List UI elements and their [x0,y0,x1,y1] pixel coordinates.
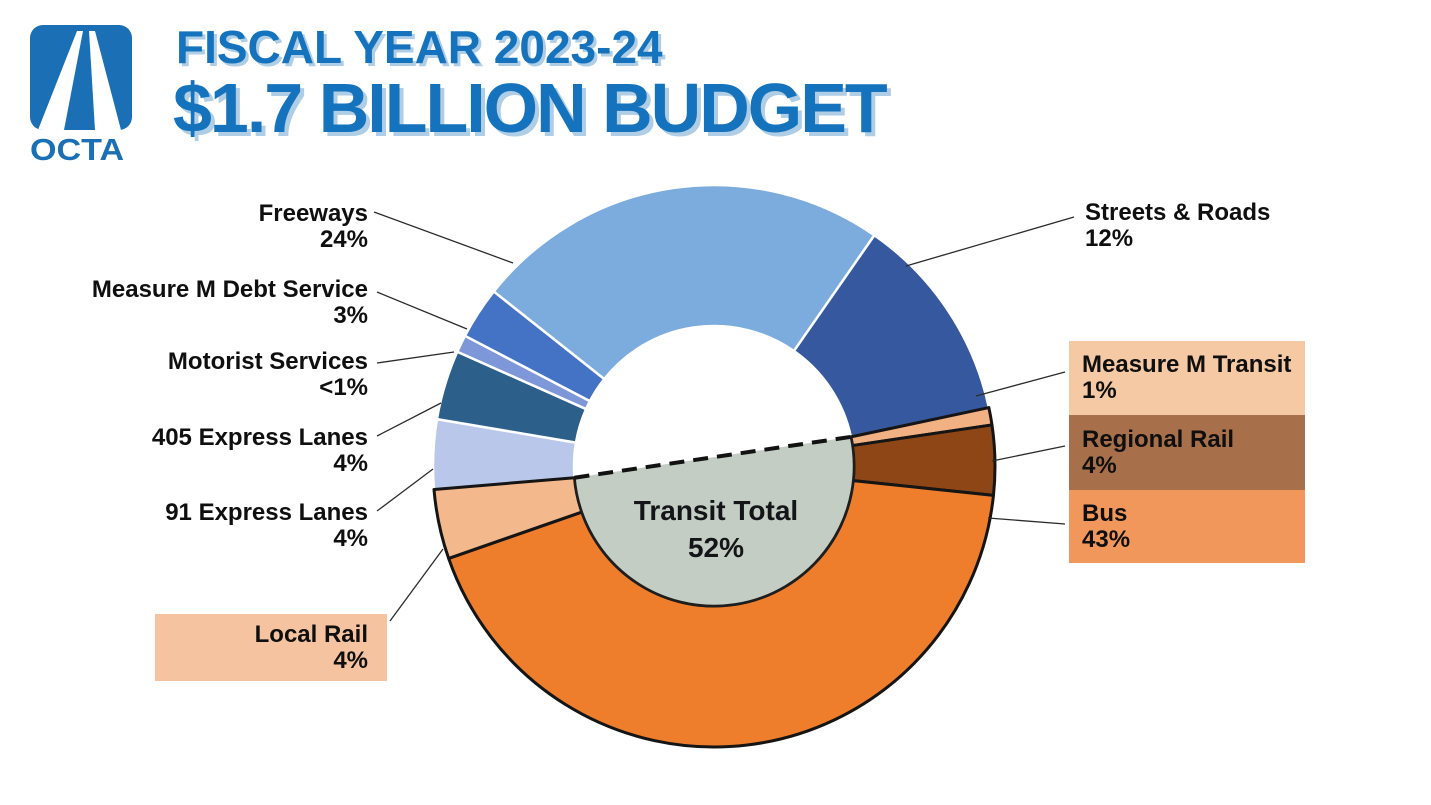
leader-measure-m-debt [376,291,468,330]
transit-total-overlay [573,434,856,608]
transit-total-arc-outline [573,436,856,608]
leader-405 [376,402,442,437]
page-title-line1: FISCAL YEAR 2023-24 [176,21,663,73]
label-bus: Bus 43% [1069,490,1305,563]
leader-bus [987,517,1066,525]
label-measure-m-transit: Measure M Transit 1% [1069,341,1305,415]
leader-local-rail [389,548,444,622]
slice-freeways [492,183,876,381]
leader-regional-rail [991,445,1066,462]
label-local-rail: Local Rail 4% [155,614,387,681]
label-freeways: Freeways 24% [258,200,368,253]
leader-lines [373,211,1075,622]
page-title-line2: $1.7 BILLION BUDGET [173,69,888,147]
label-91-express-lanes: 91 Express Lanes 4% [165,499,368,552]
donut-slices [431,183,997,749]
center-label-title: Transit Total [634,495,798,526]
octa-logo-text: OCTA [30,132,125,167]
leader-measure-m-transit [975,371,1066,397]
octa-logo: OCTA [30,25,132,168]
leader-freeways [373,211,514,264]
label-measure-m-debt-service: Measure M Debt Service 3% [91,276,368,329]
label-streets-and-roads: Streets & Roads 12% [1085,199,1271,252]
transit-total-segment [574,436,855,607]
center-label-pct: 52% [688,532,744,563]
leader-streets [905,216,1075,267]
octa-highway-icon [30,25,132,130]
slice-streets-roads [792,234,991,439]
label-motorist-services: Motorist Services <1% [167,348,368,401]
leader-91 [376,468,434,512]
label-405-express-lanes: 405 Express Lanes 4% [151,424,368,477]
leader-motorist [376,351,455,364]
label-regional-rail: Regional Rail 4% [1069,415,1305,490]
